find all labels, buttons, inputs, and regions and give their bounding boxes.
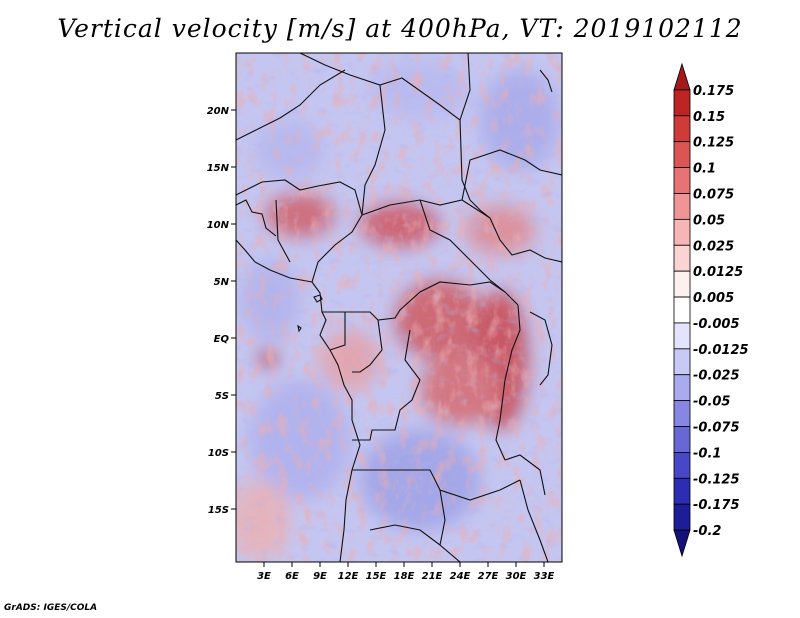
lon-label: 15E bbox=[366, 571, 387, 582]
colorbar-label: 0.0125 bbox=[693, 265, 743, 280]
lon-label: 24E bbox=[450, 571, 471, 582]
lat-label: 5S bbox=[215, 391, 229, 402]
lon-label: 9E bbox=[313, 571, 327, 582]
colorbar-swatch bbox=[673, 193, 691, 220]
lon-label: 21E bbox=[422, 571, 443, 582]
colorbar-swatch bbox=[673, 244, 691, 272]
lon-label: 12E bbox=[338, 571, 359, 582]
colorbar-label: 0.175 bbox=[693, 84, 734, 99]
chart-title: Vertical velocity [m/s] at 400hPa, VT: 2… bbox=[57, 14, 743, 43]
colorbar-label: -0.1 bbox=[693, 446, 721, 461]
colorbar-labels: 0.175 0.15 0.125 0.1 0.075 0.05 0.025 0.… bbox=[693, 84, 749, 539]
country-borders bbox=[236, 53, 562, 562]
colorbar-label: 0.05 bbox=[693, 213, 725, 228]
colorbar-label: -0.125 bbox=[693, 472, 740, 487]
colorbar-label: 0.125 bbox=[693, 136, 734, 151]
colorbar-label: 0.005 bbox=[693, 291, 734, 306]
lon-label: 6E bbox=[285, 571, 299, 582]
lon-label: 30E bbox=[506, 571, 527, 582]
colorbar-label: 0.025 bbox=[693, 239, 734, 254]
colorbar-swatch bbox=[673, 374, 691, 402]
colorbar-swatch bbox=[673, 477, 691, 505]
colorbar-swatch bbox=[673, 62, 691, 91]
lat-label: 10N bbox=[207, 220, 230, 231]
colorbar-swatch bbox=[673, 115, 691, 143]
colorbar-swatch bbox=[673, 167, 691, 194]
colorbar-swatch bbox=[673, 503, 691, 531]
colorbar-swatch bbox=[673, 452, 691, 479]
lat-label: EQ bbox=[214, 334, 230, 345]
grads-credit: GrADS: IGES/COLA bbox=[4, 603, 98, 613]
colorbar-swatch bbox=[673, 296, 691, 324]
lat-label: 10S bbox=[208, 448, 229, 459]
colorbar-label: 0.1 bbox=[693, 162, 716, 177]
lat-label: 5N bbox=[214, 277, 230, 288]
colorbar-swatch bbox=[673, 141, 691, 168]
colorbar-label: -0.0125 bbox=[693, 343, 749, 358]
lon-label: 18E bbox=[394, 571, 415, 582]
colorbar-label: -0.005 bbox=[693, 317, 740, 332]
colorbar-swatch bbox=[673, 322, 691, 350]
lon-label: 33E bbox=[534, 571, 555, 582]
colorbar-label: -0.2 bbox=[693, 524, 721, 539]
lon-label: 3E bbox=[257, 571, 271, 582]
latitude-axis: 20N 15N 10N 5N EQ 5S 10S 15S bbox=[207, 106, 236, 516]
colorbar-swatch bbox=[673, 529, 691, 558]
colorbar-swatch bbox=[673, 348, 691, 376]
colorbar-swatch bbox=[673, 270, 691, 298]
colorbar-label: -0.075 bbox=[693, 421, 740, 436]
colorbar-label: -0.05 bbox=[693, 395, 730, 410]
colorbar-label: -0.175 bbox=[693, 498, 740, 513]
colorbar-swatch bbox=[673, 218, 691, 246]
colorbar-swatch bbox=[673, 400, 691, 427]
velocity-field bbox=[236, 53, 562, 562]
colorbar bbox=[673, 62, 691, 558]
colorbar-swatch bbox=[673, 89, 691, 117]
lon-label: 27E bbox=[478, 571, 499, 582]
colorbar-label: 0.075 bbox=[693, 187, 734, 202]
lat-label: 15N bbox=[207, 163, 230, 174]
longitude-axis: 3E 6E 9E 12E 15E 18E 21E 24E 27E 30E 33E bbox=[257, 562, 555, 582]
lat-label: 20N bbox=[207, 106, 230, 117]
colorbar-swatch bbox=[673, 426, 691, 453]
lat-label: 15S bbox=[208, 505, 229, 516]
colorbar-label: 0.15 bbox=[693, 110, 725, 125]
map-frame bbox=[235, 52, 563, 563]
colorbar-label: -0.025 bbox=[693, 369, 740, 384]
